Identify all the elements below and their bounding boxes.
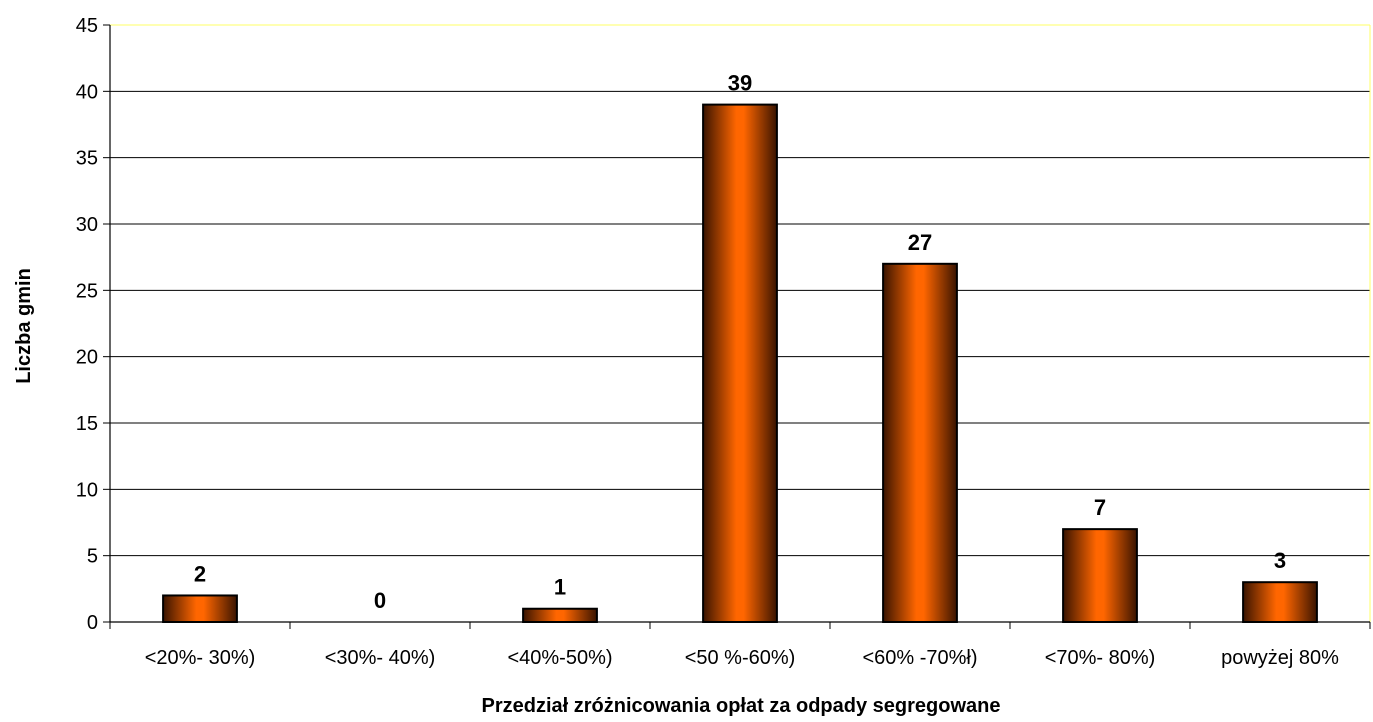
y-tick-label: 5 — [87, 546, 98, 568]
x-axis-title: Przedział zróżnicowania opłat za odpady … — [481, 695, 1000, 717]
x-tick-label: <60% -70%ł) — [862, 647, 977, 669]
data-label: 39 — [728, 71, 752, 96]
y-tick-label: 0 — [87, 612, 98, 634]
data-label: 7 — [1094, 495, 1106, 520]
bar — [882, 262, 958, 623]
data-label: 27 — [908, 230, 932, 255]
data-label: 3 — [1274, 548, 1286, 573]
y-tick-label: 10 — [76, 479, 98, 501]
y-axis-title: Liczba gmin — [13, 268, 35, 384]
plot-area: 0 5 10 15 20 25 30 35 40 45 2 <20%- 30%) 0 <30%- 40%)… — [76, 15, 1371, 669]
y-tick-label: 25 — [76, 280, 98, 302]
y-tick-label: 15 — [76, 413, 98, 435]
x-tick-label: <70%- 80%) — [1045, 647, 1156, 669]
y-tick-label: 45 — [76, 15, 98, 37]
x-tick-label: <50 %-60%) — [685, 647, 796, 669]
bar — [162, 594, 238, 624]
y-tick-label: 40 — [76, 81, 98, 103]
data-label: 1 — [554, 575, 566, 600]
x-tick-label: <20%- 30%) — [145, 647, 256, 669]
data-label: 2 — [194, 561, 206, 586]
bar — [522, 607, 598, 624]
x-tick-label: <40%-50%) — [507, 647, 612, 669]
bar — [702, 103, 778, 624]
bar — [1062, 528, 1138, 624]
x-tick-label: powyżej 80% — [1221, 647, 1339, 669]
x-tick-label: <30%- 40%) — [325, 647, 436, 669]
data-label: 0 — [374, 588, 386, 613]
y-tick-label: 35 — [76, 148, 98, 170]
y-tick-label: 20 — [76, 347, 98, 369]
bar — [1242, 581, 1318, 624]
y-tick-label: 30 — [76, 214, 98, 236]
